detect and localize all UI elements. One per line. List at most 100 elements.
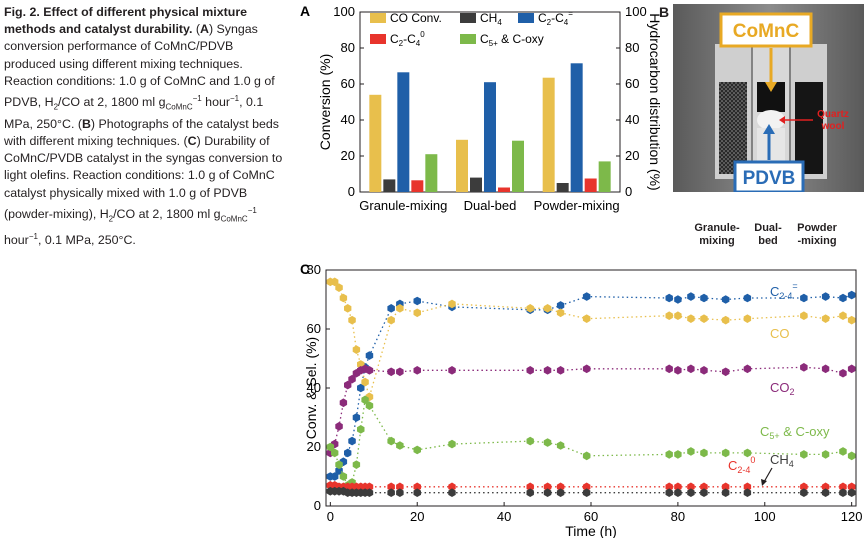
y-tick-label: 80 — [307, 262, 321, 277]
caption-text: ( — [192, 22, 201, 37]
series-annotation: CO — [770, 326, 790, 341]
y2-tick-label: 20 — [625, 148, 639, 163]
data-point — [839, 369, 847, 378]
data-point — [721, 448, 730, 458]
data-point — [721, 315, 730, 325]
ch4-pointer-head — [761, 479, 767, 486]
data-point — [413, 308, 421, 318]
caption-text: , 0.1 MPa, 250°C. ( — [4, 95, 264, 131]
caption-sub: CoMnC — [165, 102, 193, 112]
data-point — [543, 366, 552, 375]
data-point — [582, 451, 591, 461]
data-point — [839, 482, 847, 492]
ch4-pointer — [763, 467, 773, 483]
data-point — [582, 292, 591, 301]
y-tick-label: 100 — [333, 4, 355, 19]
data-point — [448, 366, 456, 375]
y-tick-label: 80 — [341, 40, 355, 55]
data-point — [335, 283, 343, 292]
data-point — [821, 314, 830, 323]
data-point — [361, 377, 369, 387]
bed-label-text: Powder -mixing — [797, 222, 837, 247]
data-point — [387, 304, 395, 313]
quartz-label-2: wool — [821, 121, 845, 132]
data-point — [543, 304, 552, 313]
caption-text: , 0.1 MPa, 250°C. — [37, 232, 136, 247]
data-point — [396, 367, 404, 377]
data-point — [821, 364, 830, 374]
caption-text: hour — [201, 95, 230, 110]
legend-swatch — [370, 34, 386, 44]
data-point — [839, 293, 847, 303]
data-point — [543, 488, 552, 497]
data-point — [687, 488, 695, 497]
data-point — [387, 367, 395, 377]
data-point — [839, 311, 847, 320]
data-point — [847, 488, 856, 497]
data-point — [387, 482, 395, 492]
x-tick-label: 80 — [671, 509, 685, 524]
x-tick-label: Dual-bed — [464, 198, 517, 213]
data-point — [665, 293, 673, 303]
series-annotation: C2-40 — [728, 455, 755, 475]
data-point — [331, 472, 339, 481]
bed-label-dual: Dual- bed — [748, 222, 788, 248]
data-point — [556, 482, 565, 492]
y2-tick-label: 80 — [625, 40, 639, 55]
data-point — [387, 315, 395, 325]
legend-label: C5+ & C-oxy — [480, 32, 544, 48]
caption-text: ) Durability of CoMnC/PVDB catalyst in t… — [4, 134, 283, 221]
data-point — [743, 482, 752, 492]
y-tick-label: 40 — [307, 380, 321, 395]
data-point — [526, 436, 534, 446]
caption-sup: −1 — [28, 231, 38, 241]
data-point — [743, 293, 752, 303]
y-axis-label: Conv. & Sel. (%) — [303, 337, 319, 439]
data-point — [839, 488, 847, 497]
data-point — [821, 488, 830, 497]
caption-ref-b: B — [81, 116, 91, 131]
comnc-label-box — [719, 12, 813, 48]
data-point — [365, 366, 374, 375]
caption-sup: −1 — [247, 205, 257, 215]
data-point — [665, 482, 673, 492]
x-tick-label: 100 — [754, 509, 776, 524]
legend-swatch — [518, 13, 534, 23]
y-tick-label: 60 — [307, 321, 321, 336]
bar-c2-c4-0 — [498, 187, 510, 192]
data-point — [721, 367, 730, 377]
data-point — [543, 438, 552, 447]
data-point — [743, 364, 752, 374]
data-point — [800, 488, 808, 497]
bar-co-conv- — [542, 77, 555, 192]
x-tick-label: Granule-mixing — [359, 198, 447, 213]
y-tick-label: 20 — [341, 148, 355, 163]
data-point — [743, 314, 752, 323]
bar-co-conv- — [456, 139, 468, 192]
data-point — [339, 293, 348, 303]
bar-c2-c4- — [484, 82, 496, 192]
data-point — [700, 293, 708, 303]
bed-label-powder: Powder -mixing — [792, 222, 842, 248]
caption-sub: 2 — [53, 102, 59, 112]
data-point — [687, 364, 695, 374]
bar-c2-c4-0 — [411, 180, 424, 192]
y2-tick-label: 0 — [625, 184, 632, 199]
data-point — [352, 460, 361, 469]
data-point — [361, 395, 369, 405]
series-line — [329, 398, 852, 487]
data-point — [365, 401, 374, 410]
data-point — [413, 482, 421, 492]
data-point — [582, 364, 591, 374]
y-tick-label: 60 — [341, 76, 355, 91]
caption-text: ) Photographs of the catalyst beds with … — [4, 116, 279, 149]
data-point — [743, 448, 752, 458]
data-point — [556, 308, 565, 318]
caption-text: /CO at 2, 1800 ml g — [58, 95, 166, 110]
data-point — [674, 482, 682, 492]
data-point — [413, 366, 421, 375]
data-point — [847, 482, 856, 492]
legend-label: CO Conv. — [390, 11, 442, 25]
data-point — [674, 450, 682, 459]
bar-c5-c-oxy — [512, 140, 524, 192]
